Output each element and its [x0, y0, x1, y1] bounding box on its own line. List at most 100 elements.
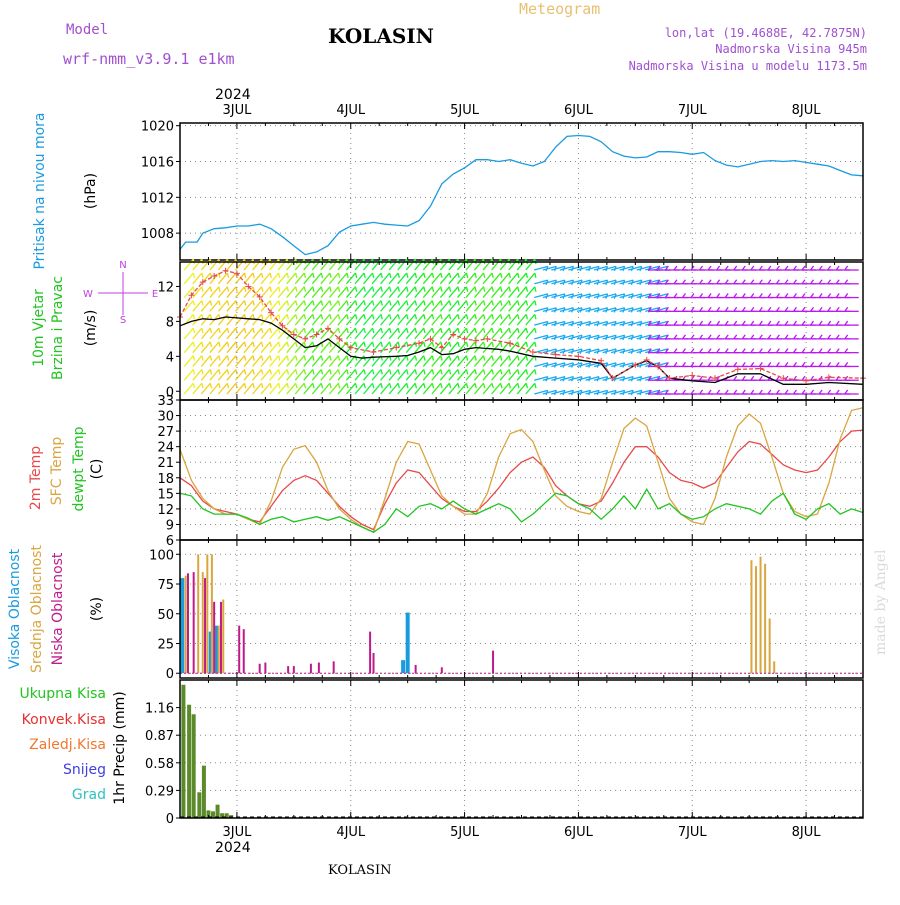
wind-barb	[217, 300, 228, 312]
wind-barb-flag	[346, 300, 349, 306]
wind-barb	[303, 313, 314, 326]
wind-barb	[576, 348, 591, 354]
wind-barb	[234, 272, 245, 285]
wind-barb	[431, 300, 442, 312]
footer-station: KOLASIN	[328, 863, 391, 878]
wind-barb	[636, 279, 651, 285]
wind-barb-flag	[499, 355, 503, 361]
precip-bar	[220, 813, 225, 818]
wind-barb-flag	[371, 314, 375, 320]
wind-barb-flag	[775, 348, 780, 354]
wind-barb	[260, 272, 271, 285]
clouds-bar	[440, 667, 443, 674]
wind-barb	[294, 286, 305, 298]
wind-barb-flag	[465, 286, 469, 292]
wind-barb	[388, 369, 399, 381]
wind-barb	[405, 300, 416, 312]
wind-barb	[380, 369, 391, 381]
precip-ytick-label: 0.58	[145, 757, 174, 772]
wind-barb-flag	[673, 306, 678, 312]
wind-barb	[645, 362, 659, 368]
wind-barb	[414, 258, 425, 271]
wind-barb	[542, 375, 557, 381]
gust-marker	[780, 375, 787, 382]
wind-barb	[252, 382, 263, 395]
xtick-label-top: 4JUL	[336, 103, 366, 118]
wind-barb-flag	[397, 328, 401, 334]
wind-barb-flag	[363, 369, 366, 375]
wind-barb-flag	[286, 286, 290, 292]
wind-barb-flag	[448, 369, 452, 375]
wind-barb	[610, 334, 625, 340]
wind-barb-flag	[354, 369, 358, 375]
wind-barb-flag	[656, 279, 661, 285]
wind-barb-flag	[827, 362, 832, 367]
wind-barb	[525, 341, 536, 354]
wind-barb	[414, 313, 425, 326]
wind-barb-flag	[406, 300, 409, 306]
wind-barb	[508, 327, 519, 340]
wind-barb-flag	[414, 300, 418, 306]
gust-marker	[598, 357, 605, 364]
wind-barb	[311, 272, 322, 285]
wind-barb	[508, 355, 519, 367]
wind-barb-flag	[835, 265, 840, 271]
wind-barb-flag	[218, 383, 221, 389]
wind-barb	[252, 369, 263, 381]
wind-barb	[516, 272, 527, 285]
wind-barb-flag	[767, 334, 772, 340]
wind-barb	[252, 258, 263, 271]
wind-barb	[593, 389, 608, 395]
wind-barb	[200, 258, 211, 271]
wind-barb-flag	[716, 293, 721, 298]
wind-barb	[422, 258, 433, 271]
clouds-bar	[372, 653, 375, 674]
wind-barb-flag	[465, 272, 469, 279]
legend-konvek-kisa: Konvek.Kisa	[22, 712, 106, 728]
wind-barb	[414, 369, 425, 381]
wind-barb-flag	[243, 272, 247, 279]
wind-barb	[354, 369, 365, 381]
wind-barb-flag	[517, 369, 520, 375]
wind-barb-flag	[784, 279, 789, 285]
wind-barb-flag	[192, 328, 196, 334]
wind-barb	[551, 265, 566, 271]
wind-barb	[456, 286, 467, 298]
wind-barb	[628, 389, 642, 395]
wind-barb	[465, 382, 476, 395]
wind-barb	[482, 286, 493, 298]
wind-barb-flag	[406, 328, 409, 334]
wind-barb	[183, 369, 194, 381]
wind-barb	[345, 355, 356, 367]
wind-barb-flag	[827, 265, 832, 271]
wind-barb	[542, 389, 557, 395]
wind-barb	[508, 286, 519, 298]
wind-barb-flag	[414, 383, 418, 389]
wind-barb	[243, 313, 254, 326]
wind-barb-flag	[295, 314, 298, 320]
wind-barb	[525, 272, 536, 285]
wind-barb-flag	[758, 389, 763, 395]
wind-barb	[465, 300, 476, 312]
wind-barb-flag	[844, 320, 849, 326]
wind-barb	[380, 272, 391, 285]
wind-barb	[345, 369, 356, 381]
gust-marker	[529, 348, 536, 355]
wind-barb	[474, 382, 485, 395]
wind-barb-flag	[363, 341, 366, 347]
wind-barb	[456, 382, 467, 395]
gust-marker	[438, 344, 445, 351]
clouds-ytick-label: 25	[157, 638, 174, 653]
wind-barb-flag	[406, 314, 409, 320]
wind-barb	[602, 265, 617, 271]
wind-barb-flag	[320, 300, 324, 306]
wind-barb	[277, 355, 288, 367]
wind-barb-flag	[474, 314, 477, 320]
wind-barb	[610, 265, 625, 271]
wind-barb-flag	[818, 389, 823, 395]
wind-barb-flag	[767, 320, 772, 326]
wind-barb-flag	[491, 272, 494, 279]
wind-barb	[559, 265, 574, 271]
wind-barb	[405, 286, 416, 298]
wind-barb-flag	[312, 272, 315, 279]
